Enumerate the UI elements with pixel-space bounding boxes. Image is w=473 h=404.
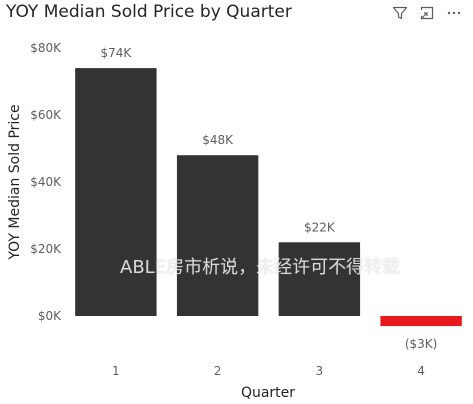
bar: [380, 316, 462, 327]
y-axis-label: YOY Median Sold Price: [7, 104, 23, 260]
x-tick-label: 4: [417, 364, 425, 378]
x-tick-label: 1: [112, 364, 120, 378]
data-label: $48K: [202, 133, 234, 147]
y-tick-label: $60K: [30, 108, 62, 122]
x-tick-label: 3: [316, 364, 324, 378]
chart-title: YOY Median Sold Price by Quarter: [6, 2, 292, 22]
x-axis-label: Quarter: [241, 385, 295, 401]
bar: [278, 242, 361, 316]
y-tick-label: $20K: [30, 242, 62, 256]
y-tick-label: $40K: [30, 175, 62, 189]
more-options-icon[interactable]: [445, 4, 463, 22]
data-label: ($3K): [405, 337, 438, 351]
filter-icon[interactable]: [391, 4, 409, 22]
y-tick-label: $80K: [30, 41, 62, 55]
bar: [176, 155, 259, 316]
focus-mode-icon[interactable]: [418, 4, 436, 22]
y-tick-label: $0K: [38, 309, 62, 323]
data-label: $74K: [100, 46, 132, 60]
x-tick-label: 2: [214, 364, 222, 378]
data-label: $22K: [304, 220, 336, 234]
visual-header-icons: [391, 4, 463, 22]
bar: [75, 68, 157, 316]
